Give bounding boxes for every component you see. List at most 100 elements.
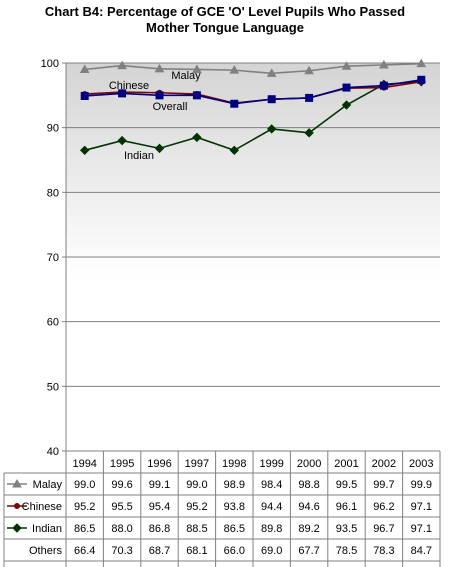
x-tick-label-2000: 2000 — [297, 458, 321, 470]
y-tick-label-60: 60 — [47, 317, 59, 329]
cell-malay-2001: 99.5 — [336, 479, 357, 491]
point-overall-2003 — [417, 75, 426, 84]
cell-indian-2001: 93.5 — [336, 523, 357, 535]
point-malay-2000 — [304, 65, 314, 75]
y-tick-label-50: 50 — [47, 381, 59, 393]
chart-title-line-2: Mother Tongue Language — [146, 20, 304, 35]
cell-indian-1997: 88.5 — [186, 523, 207, 535]
point-overall-1994 — [80, 91, 89, 100]
cell-chinese-1996: 95.4 — [149, 501, 170, 513]
point-malay-1999 — [266, 68, 277, 77]
chart-title-line-1: Chart B4: Percentage of GCE 'O' Level Pu… — [44, 4, 406, 19]
x-tick-label-1998: 1998 — [222, 458, 246, 470]
point-indian-2000 — [304, 128, 314, 138]
cell-malay-1998: 98.9 — [224, 479, 245, 491]
point-overall-1995 — [118, 89, 127, 98]
point-malay-2001 — [341, 61, 352, 70]
point-indian-1999 — [266, 124, 277, 134]
cell-others-1999: 69.0 — [261, 545, 282, 557]
row-label-malay: Malay — [33, 479, 63, 491]
series-label-chinese: Chinese — [109, 80, 149, 92]
y-tick-label-100: 100 — [41, 58, 59, 70]
point-indian-1997 — [192, 132, 202, 143]
table-row-malay: Malay 99.0 99.6 99.1 99.0 98.9 98.4 98.8 99.5 99.… — [7, 478, 432, 491]
point-indian-2001 — [341, 100, 352, 110]
table-row-chinese: Chinese 95.2 95.5 95.4 95.2 93.8 94.4 94.6 96.1 9… — [7, 501, 432, 513]
cell-malay-1997: 99.0 — [186, 479, 207, 491]
x-tick-label-2001: 2001 — [334, 458, 358, 470]
cell-indian-2002: 96.7 — [373, 523, 394, 535]
cell-malay-1999: 98.4 — [261, 479, 282, 491]
cell-chinese-1998: 93.8 — [224, 501, 245, 513]
series-line-overall — [84, 79, 422, 105]
cell-others-1995: 70.3 — [111, 545, 132, 557]
x-tick-label-1995: 1995 — [110, 458, 134, 470]
x-tick-label-1996: 1996 — [147, 458, 171, 470]
cell-others-2000: 67.7 — [298, 545, 319, 557]
cell-others-1998: 66.0 — [224, 545, 245, 557]
cell-malay-1996: 99.1 — [149, 479, 170, 491]
series-malay: Malay — [79, 58, 427, 82]
cell-malay-2002: 99.7 — [373, 479, 394, 491]
point-overall-1999 — [267, 95, 276, 104]
x-tick-label-2002: 2002 — [372, 458, 396, 470]
series-label-indian: Indian — [124, 150, 154, 162]
cell-chinese-2002: 96.2 — [373, 501, 394, 513]
cell-indian-1998: 86.5 — [224, 523, 245, 535]
series-line-indian — [84, 80, 422, 152]
cell-chinese-1999: 94.4 — [261, 501, 282, 513]
series-line-malay — [84, 62, 422, 75]
point-malay-2003 — [416, 58, 427, 68]
point-malay-1997 — [192, 64, 202, 73]
grid-lines — [66, 62, 440, 452]
data-table: 1994 1995 1996 1997 1998 1999 2000 2001 2002 2003… — [3, 451, 441, 567]
cell-others-1996: 68.7 — [149, 545, 170, 557]
point-indian-1998 — [229, 145, 240, 156]
cell-indian-2000: 89.2 — [298, 523, 319, 535]
legend-marker-indian — [12, 523, 22, 533]
point-overall-1996 — [155, 91, 164, 100]
cell-indian-2003: 97.1 — [411, 523, 432, 535]
row-label-chinese: Chinese — [22, 501, 62, 513]
point-overall-2000 — [305, 93, 314, 102]
point-malay-2002 — [379, 59, 389, 69]
cell-chinese-2003: 97.1 — [411, 501, 432, 513]
cell-others-1997: 68.1 — [186, 545, 207, 557]
y-axis-ticks: 40 50 60 70 80 90 100 — [41, 58, 66, 458]
cell-indian-1994: 86.5 — [74, 523, 95, 535]
x-tick-label-1994: 1994 — [72, 458, 96, 470]
cell-malay-1994: 99.0 — [74, 479, 95, 491]
legend-marker-malay — [12, 478, 22, 488]
point-malay-1998 — [229, 65, 240, 74]
cell-indian-1995: 88.0 — [111, 523, 132, 535]
row-label-indian: Indian — [32, 523, 62, 535]
legend-marker-chinese — [14, 503, 20, 509]
y-tick-label-80: 80 — [47, 187, 59, 199]
cell-indian-1996: 86.8 — [149, 523, 170, 535]
cell-indian-1999: 89.8 — [261, 523, 282, 535]
point-overall-1998 — [230, 99, 239, 108]
cell-chinese-1995: 95.5 — [111, 501, 132, 513]
series-label-malay: Malay — [171, 70, 201, 82]
cell-malay-2000: 98.8 — [298, 479, 319, 491]
series-overall: Overall — [80, 75, 426, 113]
cell-others-2003: 84.7 — [411, 545, 432, 557]
cell-chinese-2000: 94.6 — [298, 501, 319, 513]
cell-others-2001: 78.5 — [336, 545, 357, 557]
cell-chinese-1997: 95.2 — [186, 501, 207, 513]
point-overall-2002 — [379, 81, 388, 90]
y-tick-label-40: 40 — [47, 446, 59, 458]
table-row-indian: Indian 86.5 88.0 86.8 88.5 86.5 89.8 89.2 93.5 96… — [7, 523, 432, 535]
legend-key-indian — [7, 523, 27, 533]
cell-chinese-1994: 95.2 — [74, 501, 95, 513]
cell-others-1994: 66.4 — [74, 545, 95, 557]
series-group: Malay Indian Chinese Overall — [79, 58, 427, 162]
point-indian-1994 — [79, 145, 90, 156]
y-tick-label-90: 90 — [47, 123, 59, 135]
point-overall-2001 — [342, 83, 351, 92]
point-indian-1996 — [154, 143, 165, 154]
cell-malay-1995: 99.6 — [111, 479, 132, 491]
chart-title: Chart B4: Percentage of GCE 'O' Level Pu… — [0, 4, 450, 36]
cell-malay-2003: 99.9 — [411, 479, 432, 491]
point-overall-1997 — [192, 91, 201, 100]
